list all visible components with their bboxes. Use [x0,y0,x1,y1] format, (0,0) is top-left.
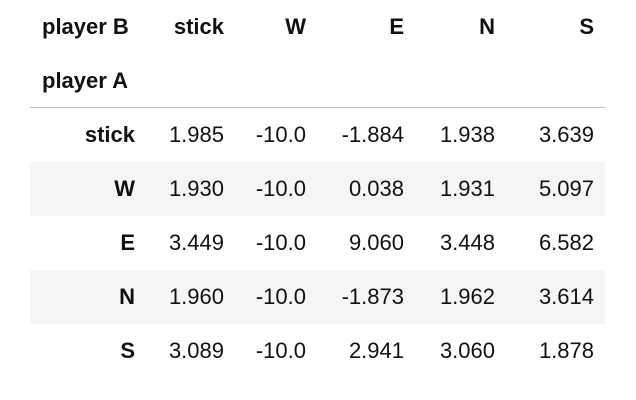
column-header: N [479,14,495,39]
table-cell: 0.038 [348,175,404,201]
index-name-row: player A [30,54,605,108]
table-cell: 3.060 [439,337,495,363]
table-header: player B stick W E N S player A [30,0,605,108]
empty-header-cell [146,54,235,108]
table-cell: -1.884 [341,121,404,147]
table-cell: -10.0 [255,175,306,201]
dataframe-table: player B stick W E N S player A stick 1.… [30,0,605,378]
table-row: S 3.089 -10.0 2.941 3.060 1.878 [30,324,605,378]
column-header: E [389,14,404,39]
row-label: stick [84,121,135,147]
table-row: N 1.960 -10.0 -1.873 1.962 3.614 [30,269,605,324]
column-header-row: player B stick W E N S [30,0,605,54]
table-cell: 2.941 [348,337,404,363]
table-cell: 1.930 [168,175,224,201]
table-body: stick 1.985 -10.0 -1.884 1.938 3.639 W 1… [30,108,605,378]
table-cell: 5.097 [538,175,594,201]
row-label: N [119,283,135,309]
table-cell: -10.0 [255,229,306,255]
table-cell: 1.962 [439,283,495,309]
table-cell: 6.582 [538,229,594,255]
row-label: E [120,229,135,255]
row-label: W [114,175,135,201]
table-row: E 3.449 -10.0 9.060 3.448 6.582 [30,216,605,270]
empty-header-cell [506,54,605,108]
table-cell: 1.878 [538,337,594,363]
empty-header-cell [415,54,506,108]
table-cell: 1.985 [168,121,224,147]
table-cell: 3.639 [538,121,594,147]
index-name-label: player A [30,54,146,108]
table-cell: 3.089 [168,337,224,363]
empty-header-cell [317,54,415,108]
column-header: stick [173,14,224,39]
table-cell: 9.060 [348,229,404,255]
table-row: stick 1.985 -10.0 -1.884 1.938 3.639 [30,108,605,162]
column-header: W [285,14,306,39]
column-header: S [579,14,594,39]
table-cell: 1.931 [439,175,495,201]
table-cell: -10.0 [255,121,306,147]
table-cell: -10.0 [255,283,306,309]
row-label: S [120,337,135,363]
dataframe-output: player B stick W E N S player A stick 1.… [30,0,605,378]
table-cell: 1.960 [168,283,224,309]
table-cell: -10.0 [255,337,306,363]
table-cell: 3.448 [439,229,495,255]
table-cell: 1.938 [439,121,495,147]
columns-name-label: player B [42,14,129,39]
table-cell: -1.873 [341,283,404,309]
table-row: W 1.930 -10.0 0.038 1.931 5.097 [30,161,605,216]
table-cell: 3.614 [538,283,594,309]
table-cell: 3.449 [168,229,224,255]
empty-header-cell [235,54,317,108]
